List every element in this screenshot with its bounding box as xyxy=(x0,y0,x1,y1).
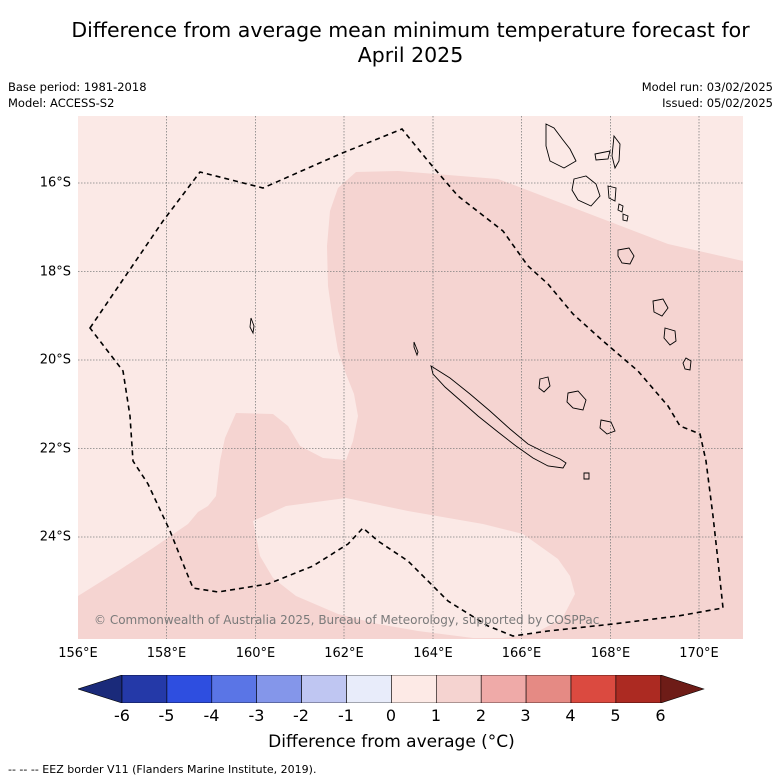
colorbar-label: Difference from average (°C) xyxy=(268,732,515,752)
colorbar-cell xyxy=(211,675,258,703)
colorbar-tick: 2 xyxy=(475,706,487,725)
lon-label: 160°E xyxy=(235,646,276,661)
lat-label: 22°S xyxy=(39,441,71,456)
colorbar-tick: 6 xyxy=(655,706,666,725)
title-line-2: April 2025 xyxy=(357,43,464,67)
lon-label: 164°E xyxy=(413,646,453,661)
colorbar-tick: 4 xyxy=(565,706,576,725)
colorbar-cell xyxy=(480,675,527,703)
colorbar-tick: -6 xyxy=(114,706,130,725)
colorbar-tick: 3 xyxy=(520,706,531,725)
lat-label: 20°S xyxy=(39,352,71,368)
colorbar-cell xyxy=(615,675,662,703)
lon-label: 168°E xyxy=(590,646,631,661)
colorbar-cell xyxy=(435,675,482,703)
model-run: Model run: 03/02/2025 xyxy=(641,80,773,94)
copyright-notice: © Commonwealth of Australia 2025, Bureau… xyxy=(94,613,600,627)
islet-east xyxy=(682,357,692,371)
colorbar-cell xyxy=(166,675,213,703)
graticule xyxy=(78,116,743,639)
colorbar-cell xyxy=(301,675,347,703)
colorbar-cell xyxy=(391,675,437,703)
loyalty-island-3 xyxy=(599,419,616,435)
vanuatu-efate xyxy=(617,247,635,265)
vanuatu-santo xyxy=(571,175,601,207)
forecast-map xyxy=(78,116,743,639)
eez-footnote: -- -- -- EEZ border V11 (Flanders Marine… xyxy=(8,763,317,776)
loyalty-island-1 xyxy=(538,376,551,393)
new-caledonia-outline xyxy=(430,365,567,469)
colorbar-tick: -1 xyxy=(338,706,354,725)
colorbar-cell xyxy=(570,675,617,703)
colorbar-cell xyxy=(256,675,302,703)
vanuatu-north-1 xyxy=(545,123,577,169)
issued-date: Issued: 05/02/2025 xyxy=(662,96,773,110)
vanuatu-aneityum xyxy=(663,327,677,346)
page-title: Difference from average mean minimum tem… xyxy=(40,18,781,68)
lon-label: 156°E xyxy=(58,646,98,661)
colorbar-tick: 0 xyxy=(385,706,397,725)
lat-label: 18°S xyxy=(39,264,71,279)
vanuatu-ambrym xyxy=(617,203,624,213)
colorbar-cell xyxy=(121,675,168,703)
colorbar-cell xyxy=(525,675,572,703)
colorbar-tick: -3 xyxy=(248,706,265,725)
colorbar xyxy=(78,675,705,703)
loyalty-island-2 xyxy=(566,390,587,411)
colorbar-cell xyxy=(346,675,392,703)
base-period: Base period: 1981-2018 xyxy=(8,80,147,94)
meta-right: Model run: 03/02/2025 Issued: 05/02/2025 xyxy=(642,79,773,111)
land-outlines xyxy=(249,123,692,480)
anomaly-region-1-2 xyxy=(78,171,743,639)
vanuatu-tanna xyxy=(652,298,669,317)
meta-left: Base period: 1981-2018 Model: ACCESS-S2 xyxy=(8,79,147,111)
colorbar-tick: -2 xyxy=(293,706,309,725)
colorbar-tick: -4 xyxy=(203,706,220,725)
colorbar-extension-low xyxy=(78,675,123,703)
lon-label: 166°E xyxy=(501,646,542,661)
lat-label: 16°S xyxy=(39,175,71,191)
isle-of-pines xyxy=(583,472,590,480)
lon-label: 162°E xyxy=(324,646,364,661)
vanuatu-north-2 xyxy=(594,150,611,161)
lon-label: 158°E xyxy=(146,646,187,661)
lon-label: 170°E xyxy=(679,646,719,661)
colorbar-extension-high xyxy=(660,675,705,703)
vanuatu-epi xyxy=(622,213,629,222)
colorbar-tick: 5 xyxy=(610,706,621,725)
model-name: Model: ACCESS-S2 xyxy=(8,96,115,110)
vanuatu-malekula xyxy=(607,185,617,202)
lat-label: 24°S xyxy=(39,529,71,545)
new-caledonia-north-islet xyxy=(413,341,419,357)
islet-west xyxy=(249,317,255,335)
colorbar-tick: 1 xyxy=(430,706,442,725)
anomaly-region-0-1-pocket xyxy=(253,498,575,638)
colorbar-tick: -5 xyxy=(158,706,175,725)
title-line-1: Difference from average mean minimum tem… xyxy=(71,18,750,42)
vanuatu-espiritu xyxy=(611,134,621,170)
